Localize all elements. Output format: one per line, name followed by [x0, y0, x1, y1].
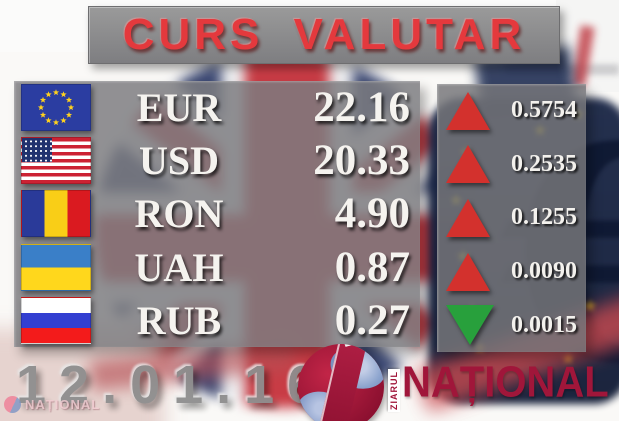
ukraine-flag-icon — [21, 243, 91, 291]
currency-code: RON — [134, 191, 224, 237]
us-flag-icon — [21, 137, 91, 185]
ziarul-label: ZIARUL — [388, 369, 400, 412]
currency-code: EUR — [136, 85, 222, 131]
national-watermark-icon — [4, 396, 21, 413]
rate-value: 4.90 — [334, 190, 410, 238]
triangle-down-icon — [446, 305, 494, 346]
title-bar: CURS VALUTAR — [88, 6, 560, 64]
rate-row-uah: UAH 0.87 — [14, 241, 420, 294]
change-row-uah: 0.0090 — [437, 245, 586, 299]
triangle-up-icon — [446, 91, 490, 130]
rate-value: 0.27 — [334, 296, 410, 344]
national-globe-icon — [298, 344, 384, 421]
national-logo: ZIARUL NAȚIONAL — [298, 344, 609, 421]
date-label: 12.01.16 — [16, 355, 331, 415]
rate-row-usd: USD 20.33 — [14, 134, 420, 187]
change-row-eur: 0.5754 — [437, 84, 586, 138]
change-value: 0.1255 — [511, 204, 577, 231]
russia-flag-icon — [21, 296, 91, 344]
change-value: 0.5754 — [511, 97, 577, 124]
change-row-ron: 0.1255 — [437, 191, 586, 245]
currency-code: USD — [138, 138, 220, 184]
changes-panel: 0.5754 0.2535 0.1255 0.0090 0.0015 — [437, 84, 586, 352]
rate-value: 22.16 — [313, 84, 410, 132]
change-value: 0.0090 — [511, 258, 577, 285]
national-watermark-label: NAȚIONAL — [25, 397, 101, 412]
rate-row-rub: RUB 0.27 — [14, 294, 420, 347]
triangle-up-icon — [446, 198, 490, 237]
national-watermark: NAȚIONAL — [4, 396, 100, 413]
currency-code: UAH — [134, 244, 224, 290]
rate-value: 0.87 — [334, 243, 410, 291]
rate-value: 20.33 — [313, 137, 410, 185]
triangle-up-icon — [446, 145, 490, 184]
rate-row-ron: RON 4.90 — [14, 187, 420, 240]
romania-flag-icon — [21, 190, 91, 238]
triangle-up-icon — [446, 252, 490, 291]
change-row-usd: 0.2535 — [437, 138, 586, 192]
rate-row-eur: EUR 22.16 — [14, 81, 420, 134]
currency-code: RUB — [136, 297, 222, 343]
change-row-rub: 0.0015 — [437, 298, 586, 352]
national-wordmark: NAȚIONAL — [402, 358, 609, 407]
change-value: 0.0015 — [511, 311, 577, 338]
eu-flag-icon — [21, 84, 91, 132]
change-value: 0.2535 — [511, 150, 577, 177]
page-title: CURS VALUTAR — [122, 10, 526, 59]
rates-panel: EUR 22.16 USD 20.33 RON 4.90 UAH 0.87 RU… — [14, 81, 420, 347]
